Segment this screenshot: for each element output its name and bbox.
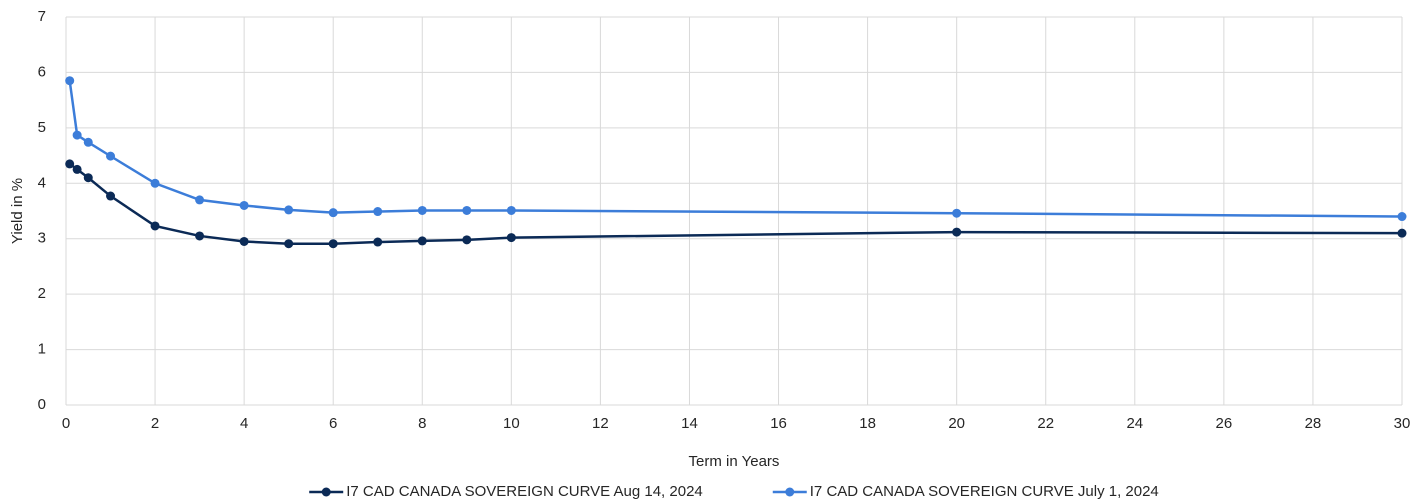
y-tick-label: 5 <box>38 119 46 136</box>
data-point <box>1397 212 1407 222</box>
y-tick-label: 0 <box>38 396 46 413</box>
x-tick-label: 10 <box>503 415 520 432</box>
data-point <box>106 191 116 201</box>
x-tick-label: 6 <box>329 415 337 432</box>
data-point <box>373 237 383 247</box>
data-point <box>239 236 249 246</box>
legend-marker <box>321 487 331 497</box>
legend-label: I7 CAD CANADA SOVEREIGN CURVE July 1, 20… <box>810 483 1159 500</box>
data-point <box>195 231 205 241</box>
data-point <box>150 221 160 231</box>
x-tick-label: 20 <box>948 415 965 432</box>
data-point <box>506 205 516 215</box>
x-tick-label: 0 <box>62 415 70 432</box>
x-tick-label: 14 <box>681 415 698 432</box>
y-tick-label: 3 <box>38 230 46 247</box>
data-point <box>952 227 962 237</box>
x-tick-label: 26 <box>1216 415 1233 432</box>
data-point <box>328 208 338 218</box>
data-point <box>328 239 338 249</box>
data-point <box>417 236 427 246</box>
x-tick-label: 28 <box>1305 415 1322 432</box>
x-tick-label: 30 <box>1394 415 1411 432</box>
data-point <box>239 200 249 210</box>
x-tick-label: 2 <box>151 415 159 432</box>
y-tick-label: 2 <box>38 285 46 302</box>
x-tick-label: 24 <box>1126 415 1143 432</box>
data-point <box>83 173 93 183</box>
data-point <box>417 205 427 215</box>
y-tick-label: 4 <box>38 174 46 191</box>
x-tick-label: 4 <box>240 415 248 432</box>
data-point <box>150 178 160 188</box>
x-tick-label: 22 <box>1037 415 1054 432</box>
data-point <box>1397 228 1407 238</box>
data-point <box>462 235 472 245</box>
data-point <box>373 207 383 217</box>
data-point <box>284 205 294 215</box>
x-axis-title: Term in Years <box>689 453 780 470</box>
data-point <box>65 159 75 169</box>
data-point <box>83 137 93 147</box>
data-point <box>952 208 962 218</box>
data-point <box>506 233 516 243</box>
data-point <box>106 151 116 161</box>
y-tick-label: 7 <box>38 8 46 25</box>
data-point <box>65 76 75 86</box>
data-point <box>72 164 82 174</box>
series-line <box>68 80 1403 218</box>
y-tick-label: 6 <box>38 63 46 80</box>
x-tick-label: 12 <box>592 415 609 432</box>
legend-marker <box>785 487 795 497</box>
x-tick-label: 18 <box>859 415 876 432</box>
y-tick-label: 1 <box>38 341 46 358</box>
x-tick-label: 8 <box>418 415 426 432</box>
data-point <box>195 195 205 205</box>
data-point <box>284 239 294 249</box>
data-point <box>72 130 82 140</box>
legend-label: I7 CAD CANADA SOVEREIGN CURVE Aug 14, 20… <box>346 483 703 500</box>
data-point <box>462 205 472 215</box>
x-tick-label: 16 <box>770 415 787 432</box>
series-line <box>68 162 1403 245</box>
y-axis-title: Yield in % <box>9 178 26 244</box>
